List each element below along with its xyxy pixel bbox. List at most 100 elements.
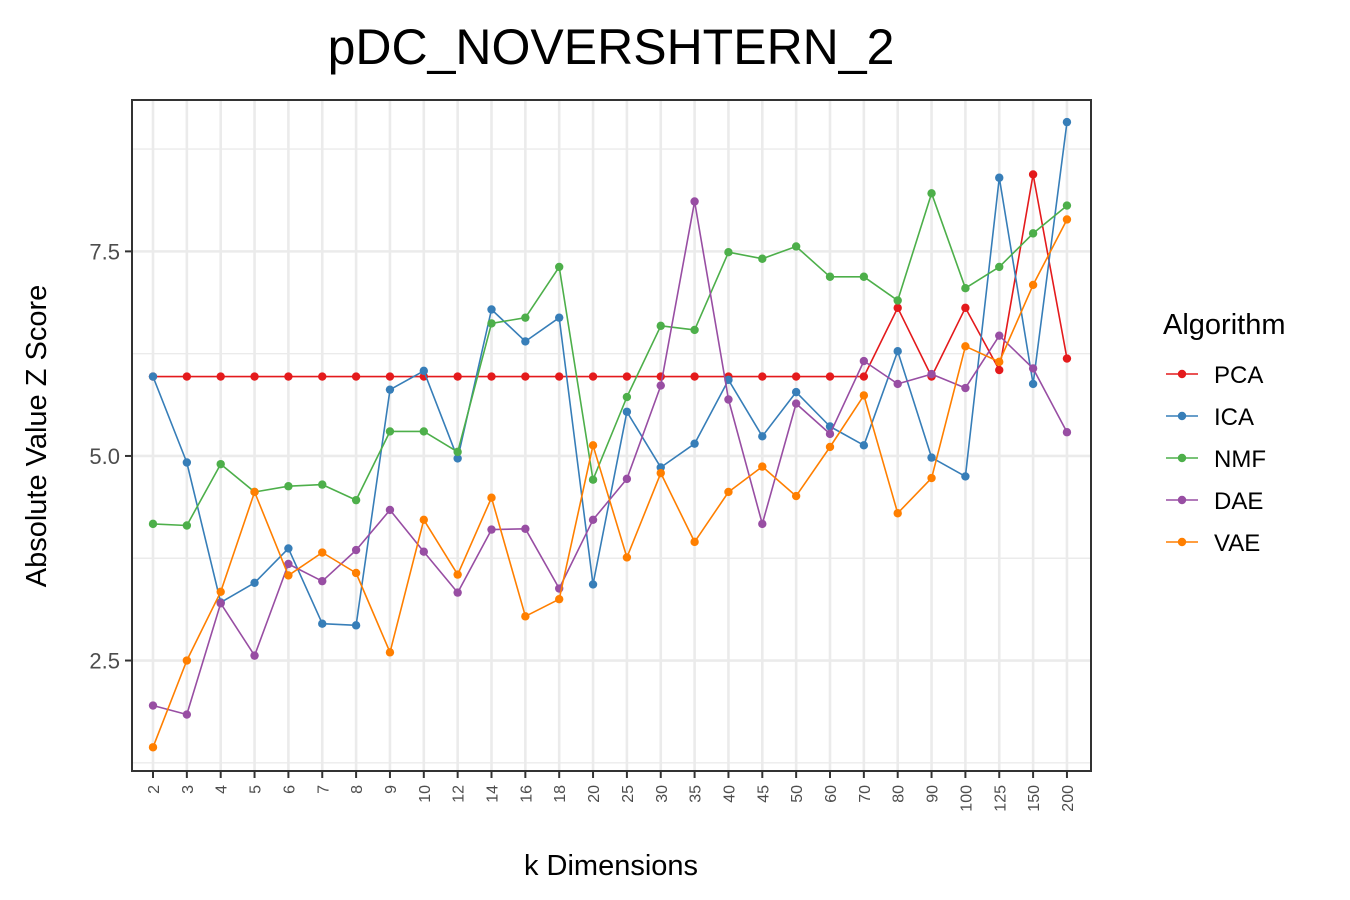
data-point-pca xyxy=(284,372,293,381)
grid-lines xyxy=(132,100,1091,771)
data-point-nmf xyxy=(148,519,158,529)
data-point-dae xyxy=(690,197,699,206)
data-point-vae xyxy=(216,587,225,596)
data-point-nmf xyxy=(1028,229,1038,238)
series-vae xyxy=(148,215,1072,752)
data-point-nmf xyxy=(318,480,327,489)
data-point-vae xyxy=(148,743,158,752)
data-point-ica xyxy=(927,453,936,462)
x-tick-label: 90 xyxy=(925,785,942,803)
data-point-nmf xyxy=(588,475,598,484)
data-point-pca xyxy=(825,372,835,381)
data-point-pca xyxy=(555,372,564,381)
data-point-dae xyxy=(927,369,936,379)
data-point-dae xyxy=(521,524,530,533)
data-point-dae xyxy=(1062,428,1072,437)
data-point-nmf xyxy=(555,262,564,272)
data-point-nmf xyxy=(385,427,395,436)
data-point-vae xyxy=(825,442,835,452)
data-point-vae xyxy=(419,515,428,524)
data-point-dae xyxy=(284,559,293,569)
data-point-dae xyxy=(318,576,327,586)
y-tick-label: 5.0 xyxy=(89,444,120,469)
x-axis-title: k Dimensions xyxy=(524,850,698,882)
data-point-vae xyxy=(656,468,665,478)
data-point-vae xyxy=(893,509,902,518)
x-tick-label: 125 xyxy=(992,785,1009,812)
data-point-ica xyxy=(1062,117,1072,127)
data-point-nmf xyxy=(758,254,767,263)
data-point-nmf xyxy=(216,459,225,469)
data-point-pca xyxy=(1028,170,1038,179)
legend-swatch-point xyxy=(1177,369,1187,379)
x-tick-label: 14 xyxy=(485,785,502,803)
data-point-nmf xyxy=(284,482,293,491)
data-point-ica xyxy=(588,580,598,589)
data-point-ica xyxy=(961,472,970,481)
data-point-pca xyxy=(588,372,598,381)
x-tick-label: 5 xyxy=(248,785,265,794)
data-point-vae xyxy=(859,391,869,400)
data-point-dae xyxy=(656,381,665,390)
data-point-nmf xyxy=(1062,201,1072,210)
data-point-ica xyxy=(859,441,869,450)
legend-item-nmf: NMF xyxy=(1166,446,1266,473)
data-point-nmf xyxy=(961,284,970,293)
data-point-dae xyxy=(588,515,598,524)
x-tick-label: 100 xyxy=(958,785,975,812)
data-point-vae xyxy=(961,342,970,351)
data-point-ica xyxy=(284,544,293,553)
data-point-vae xyxy=(351,568,361,578)
plot-border xyxy=(131,99,1092,772)
data-point-ica xyxy=(521,337,530,346)
y-tick-label: 7.5 xyxy=(89,239,120,264)
legend-swatch-point xyxy=(1177,495,1187,505)
x-tick-label: 25 xyxy=(620,785,637,803)
x-tick-label: 8 xyxy=(349,785,366,794)
x-tick-label: 18 xyxy=(552,785,569,803)
data-point-vae xyxy=(758,462,767,471)
data-point-nmf xyxy=(825,272,835,281)
data-point-dae xyxy=(961,383,970,393)
data-point-ica xyxy=(487,305,496,314)
y-axis-title: Absolute Value Z Score xyxy=(21,285,53,588)
data-point-ica xyxy=(758,432,767,441)
series-line-vae xyxy=(152,219,1068,748)
data-point-nmf xyxy=(690,325,699,335)
x-tick-label: 6 xyxy=(281,785,298,794)
legend-label: PCA xyxy=(1214,362,1263,389)
data-point-dae xyxy=(250,651,259,660)
data-point-nmf xyxy=(351,495,361,505)
data-point-ica xyxy=(791,387,801,397)
data-point-nmf xyxy=(791,242,801,251)
data-point-pca xyxy=(995,365,1004,375)
data-point-dae xyxy=(825,429,835,439)
legend-label: VAE xyxy=(1214,530,1260,557)
x-tick-label: 3 xyxy=(180,785,197,794)
data-point-dae xyxy=(758,519,767,529)
data-point-pca xyxy=(453,372,462,381)
data-point-dae xyxy=(419,547,428,556)
x-tick-label: 70 xyxy=(857,785,874,803)
data-point-dae xyxy=(487,525,496,534)
x-tick-label: 20 xyxy=(586,785,603,803)
data-point-dae xyxy=(724,395,733,404)
data-point-pca xyxy=(622,372,632,381)
data-point-pca xyxy=(182,372,192,381)
legend-title: Algorithm xyxy=(1163,309,1286,341)
data-point-dae xyxy=(182,710,192,719)
data-point-ica xyxy=(318,619,327,628)
legend-item-pca: PCA xyxy=(1166,362,1263,389)
data-point-ica xyxy=(724,375,733,385)
legend-label: ICA xyxy=(1214,404,1254,431)
x-tick-label: 2 xyxy=(146,785,163,794)
x-tick-label: 16 xyxy=(518,785,535,803)
data-point-nmf xyxy=(182,521,192,530)
data-point-vae xyxy=(927,473,936,483)
data-point-vae xyxy=(1062,215,1072,224)
legend-swatch-point xyxy=(1177,453,1187,463)
data-point-ica xyxy=(893,347,902,356)
data-point-pca xyxy=(893,303,902,313)
data-point-dae xyxy=(622,474,632,484)
data-point-ica xyxy=(250,578,259,587)
